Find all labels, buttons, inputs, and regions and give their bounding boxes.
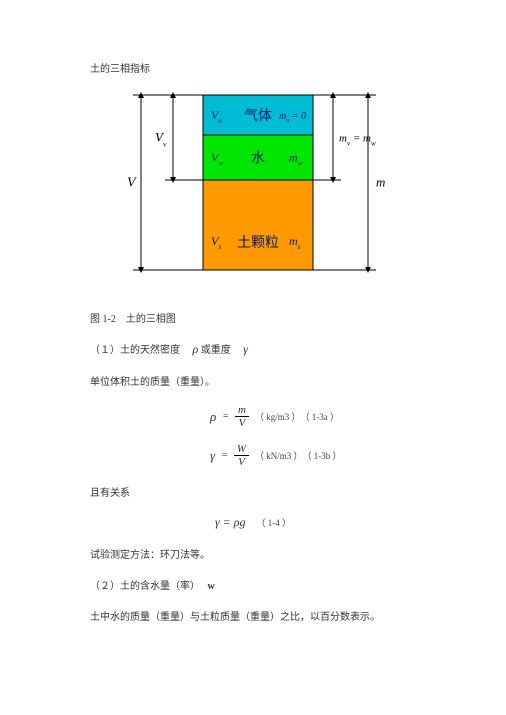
equation-1-4: γ = ρg （ 1-4 ） [90,515,416,530]
eq2-eq: = [221,450,228,461]
svg-text:气体: 气体 [244,108,272,124]
eq3-ref: （ 1-4 ） [257,518,292,528]
three-phase-diagram: Va气体ma = 0Vw水mwVs土颗粒msVVvmv = mwm [103,85,403,295]
sec1-prefix: （１）土的天然密度 [90,345,190,356]
eq2-frac: W V [234,443,249,468]
section-2-line: 土中水的质量（重量）与土粒质量（重量）之比，以百分数表示。 [90,608,416,623]
page-title: 土的三相指标 [90,60,416,75]
svg-text:土颗粒: 土颗粒 [237,235,279,251]
section-2-heading: （２）土的含水量（率） w [90,577,416,592]
eq1-eq: = [222,411,229,422]
sec2-prefix: （２）土的含水量（率） [90,581,205,592]
eq2-den: V [235,456,248,468]
method-line: 试验测定方法：环刀法等。 [90,546,416,561]
eq1-frac: m V [235,404,249,429]
relation-label: 且有关系 [90,484,416,499]
eq1-den: V [236,417,249,429]
eq1-num: m [235,404,249,417]
eq3-text: γ = ρg [215,515,246,529]
section-1-heading: （１）土的天然密度 ρ 或重度 γ [90,341,416,357]
svg-text:mv = mw: mv = mw [339,133,376,148]
section-1-line2: 单位体积土的质量（重量）。 [90,373,416,388]
eq2-lhs: γ [210,448,215,464]
svg-text:Vv: Vv [155,130,167,149]
eq2-unit: （ kN/m3 ） （ 1-3b ） [255,449,342,462]
svg-text:V: V [127,176,137,191]
eq1-unit: （ kg/m3 ） （ 1-3a ） [255,410,339,423]
eq1-lhs: ρ [210,409,216,425]
svg-text:m: m [376,175,385,190]
eq2-num: W [234,443,249,456]
sec1-mid: 或重度 [201,345,241,356]
gamma-symbol: γ [243,342,248,356]
svg-text:水: 水 [251,151,265,167]
rho-symbol: ρ [193,342,199,356]
sec2-sym: w [208,581,215,592]
figure-caption: 图 1-2 土的三相图 [90,310,416,325]
equation-1-3b: γ = W V （ kN/m3 ） （ 1-3b ） [210,443,416,468]
equation-1-3a: ρ = m V （ kg/m3 ） （ 1-3a ） [210,404,416,429]
